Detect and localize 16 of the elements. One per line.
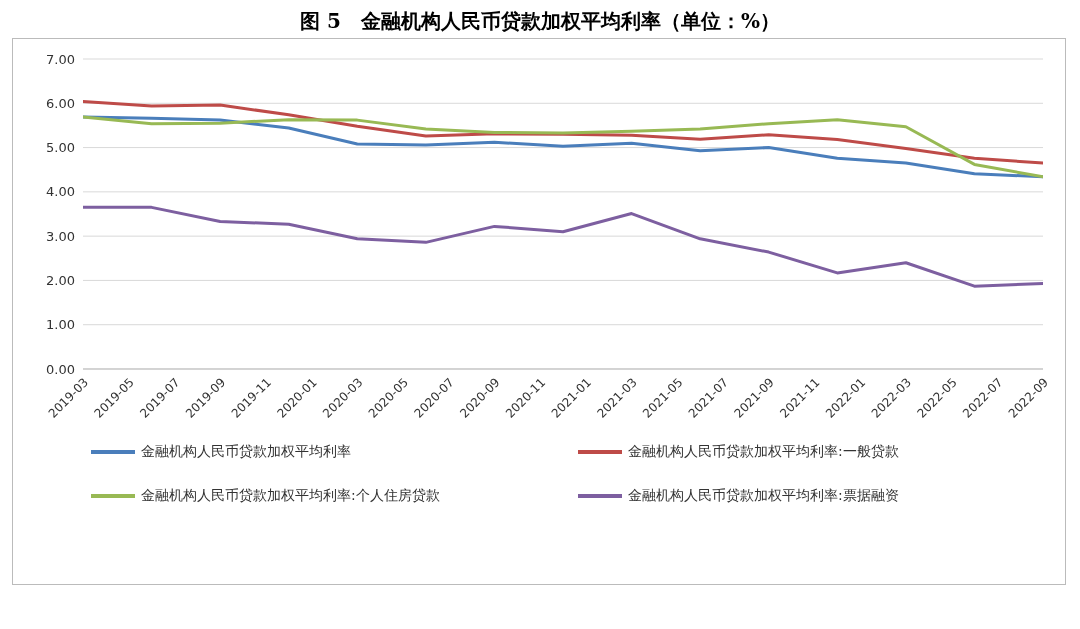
legend-label: 金融机构人民币贷款加权平均利率:票据融资	[628, 487, 899, 505]
line-series	[83, 100, 1043, 165]
y-tick-label: 1.00	[46, 317, 75, 333]
y-tick-label: 0.00	[46, 361, 75, 377]
line-series	[83, 205, 1043, 288]
chart-title: 图 5 金融机构人民币贷款加权平均利率（单位：%）	[299, 8, 781, 35]
legend-label: 金融机构人民币贷款加权平均利率:个人住房贷款	[141, 487, 440, 505]
legend-label: 金融机构人民币贷款加权平均利率	[141, 443, 351, 461]
y-tick-label: 4.00	[46, 184, 75, 200]
line-series	[83, 115, 1043, 179]
y-tick-label: 7.00	[46, 51, 75, 67]
y-tick-label: 6.00	[46, 95, 75, 111]
y-tick-label: 2.00	[46, 273, 75, 289]
y-tick-label: 5.00	[46, 140, 75, 156]
y-tick-label: 3.00	[46, 228, 75, 244]
legend-label: 金融机构人民币贷款加权平均利率:一般贷款	[628, 443, 899, 461]
